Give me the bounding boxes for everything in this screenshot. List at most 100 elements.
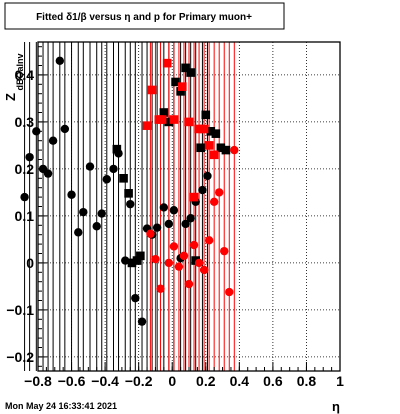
data-point <box>164 219 174 229</box>
data-point <box>97 209 106 218</box>
y-tick-label: 0.2 <box>15 161 35 177</box>
data-point <box>203 171 212 181</box>
data-point-square <box>176 87 185 96</box>
x-tick-label: 0 <box>168 373 176 389</box>
x-tick-label: 0.8 <box>297 373 317 389</box>
data-point-square <box>194 124 204 134</box>
data-point <box>164 258 174 268</box>
x-tick-label: 1 <box>336 373 344 389</box>
data-point <box>230 145 239 155</box>
data-point <box>67 190 76 199</box>
data-point-square <box>184 117 194 127</box>
data-point-square <box>189 192 199 202</box>
data-point-square <box>204 141 214 150</box>
data-point <box>43 169 53 178</box>
x-tick-label: 0.4 <box>230 373 250 389</box>
data-point-square <box>201 110 211 120</box>
y-tick-label: 0.4 <box>15 67 35 83</box>
data-point <box>179 251 189 261</box>
data-point-square <box>171 77 180 87</box>
data-point-square <box>196 143 206 153</box>
data-point-square <box>177 82 187 91</box>
data-point-square <box>211 129 221 138</box>
data-point <box>198 185 207 195</box>
x-tick-label: −0.6 <box>58 373 86 389</box>
data-point <box>186 214 195 223</box>
data-point <box>184 279 194 289</box>
data-point <box>169 206 179 215</box>
data-point-square <box>132 256 142 265</box>
data-point-square <box>216 143 226 153</box>
data-point-square <box>147 85 157 95</box>
data-point <box>137 317 147 326</box>
data-point <box>220 246 229 256</box>
data-point-square <box>112 144 122 154</box>
axis-ticks: −0.8 −0.6 −0.4 −0.2 0 0.2 0.4 0.6 0.8 1 −0.2 −0.1 0 0… <box>6 46 344 389</box>
y-axis-label-subscript: dBQaInv <box>15 53 25 90</box>
data-point <box>159 203 169 212</box>
y-tick-label: −0.1 <box>6 302 34 318</box>
data-point <box>204 236 214 245</box>
data-point-square <box>127 258 137 268</box>
data-point <box>225 287 234 297</box>
y-tick-label: 0 <box>26 255 34 271</box>
data-point <box>92 222 101 231</box>
data-point <box>85 162 95 171</box>
data-point-square <box>162 58 172 68</box>
x-tick-label: −0.2 <box>125 373 153 389</box>
y-axis-label-main: Z <box>3 93 18 101</box>
chart-title-box <box>4 2 285 30</box>
data-point <box>131 293 140 303</box>
data-point <box>109 164 118 174</box>
data-point <box>174 262 184 271</box>
y-tick-label: 0.3 <box>15 114 35 130</box>
data-point <box>79 207 88 217</box>
chart-title: Fitted δ1/β versus η and p for Primary m… <box>36 12 252 23</box>
data-point <box>169 242 179 251</box>
y-axis-label: Z dBQaInv <box>3 53 25 100</box>
data-point <box>121 256 130 265</box>
data-point <box>48 136 58 145</box>
data-point-square <box>199 124 209 134</box>
data-point <box>152 223 162 232</box>
data-point <box>55 56 65 65</box>
y-tick-label: −0.2 <box>6 349 34 365</box>
data-point <box>209 197 219 206</box>
data-point <box>189 240 199 250</box>
data-point-square <box>169 115 179 124</box>
data-point <box>151 254 160 264</box>
data-point-square <box>157 115 167 124</box>
data-point <box>156 284 165 293</box>
data-point <box>126 199 135 209</box>
data-point <box>199 265 209 275</box>
data-point <box>102 175 111 184</box>
data-point-square <box>221 145 231 155</box>
data-point <box>20 192 29 202</box>
x-tick-label: 0.2 <box>196 373 216 389</box>
x-tick-label: −0.4 <box>91 373 119 389</box>
data-point <box>60 124 70 134</box>
y-tick-label: 0.1 <box>15 208 35 224</box>
data-point-square <box>136 251 145 261</box>
data-point-square <box>159 108 169 117</box>
data-point-square <box>206 127 216 136</box>
x-tick-label: −0.8 <box>24 373 52 389</box>
data-point <box>194 258 204 268</box>
data-point <box>146 229 155 238</box>
data-point-square <box>119 174 128 183</box>
data-point-square <box>124 189 133 198</box>
data-point <box>25 152 34 162</box>
data-point <box>181 219 190 229</box>
data-markers <box>20 56 239 326</box>
data-point-square <box>164 117 174 127</box>
data-point-square <box>142 121 152 130</box>
data-point-square <box>186 68 195 77</box>
data-point <box>74 228 83 237</box>
data-point <box>215 188 224 197</box>
timestamp: Mon May 24 16:33:41 2021 <box>5 401 117 411</box>
data-point-square <box>181 63 190 73</box>
data-point-square <box>209 150 219 160</box>
x-tick-label: 0.6 <box>263 373 283 389</box>
x-axis-label: η <box>332 399 340 414</box>
